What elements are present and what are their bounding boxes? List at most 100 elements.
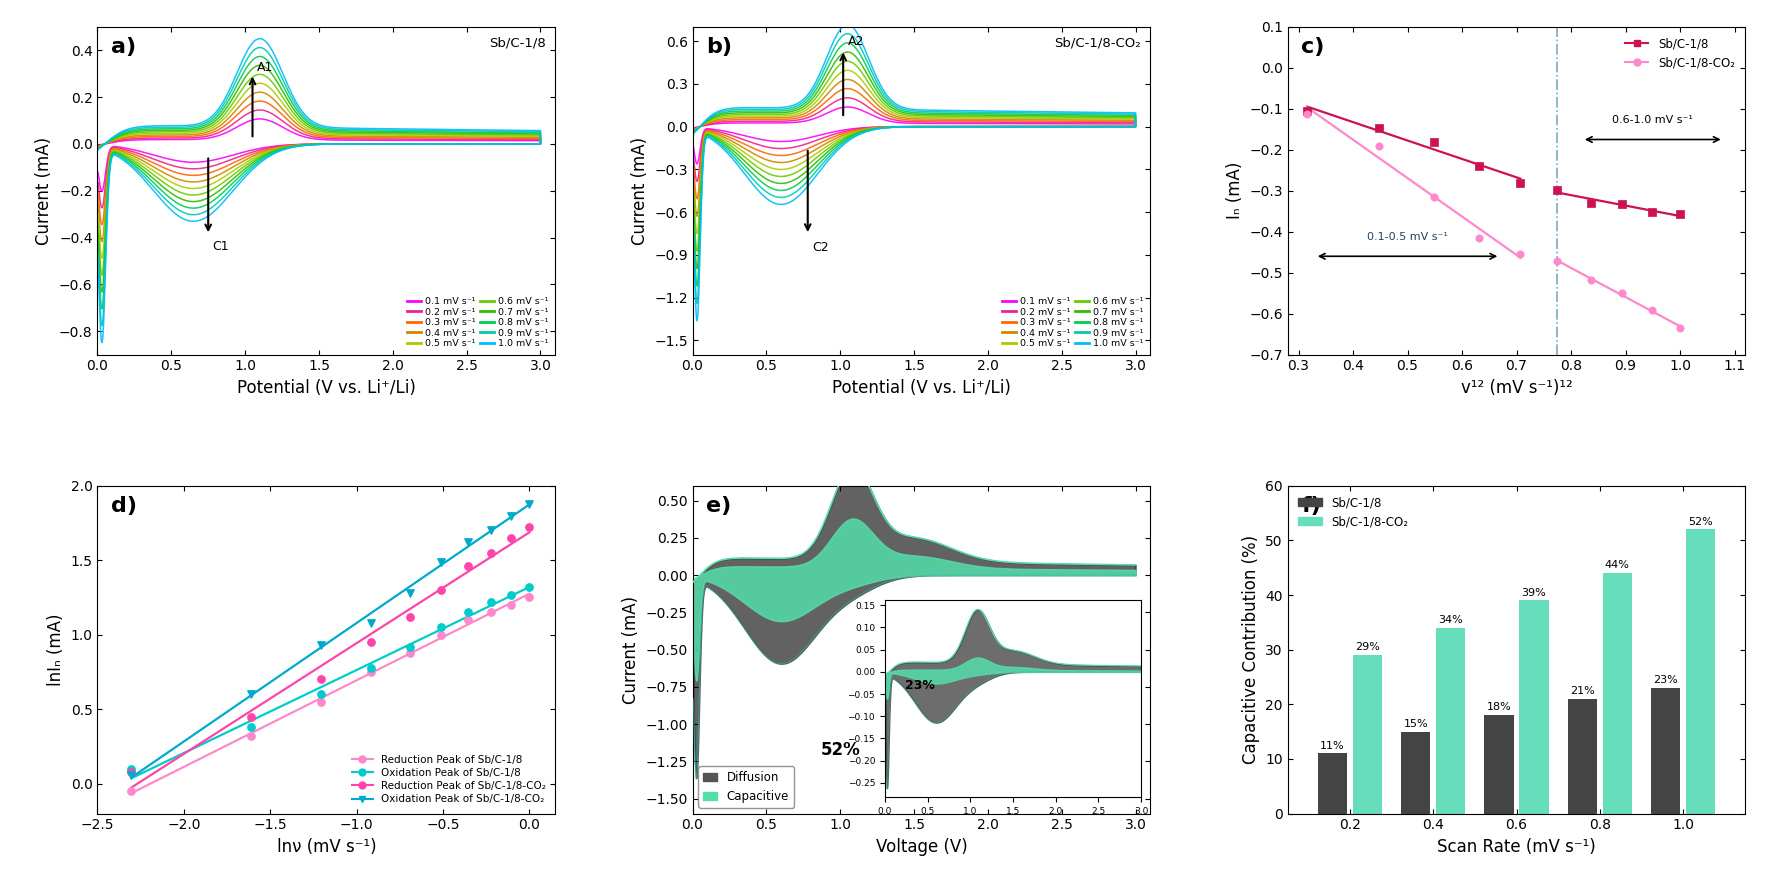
Point bbox=[1294, 104, 1322, 118]
Bar bbox=[1602, 573, 1632, 814]
X-axis label: Potential (V vs. Li⁺/Li): Potential (V vs. Li⁺/Li) bbox=[237, 379, 416, 397]
Point bbox=[1577, 196, 1605, 210]
Point bbox=[356, 635, 385, 649]
Text: 52%: 52% bbox=[820, 740, 861, 758]
Text: 18%: 18% bbox=[1487, 703, 1512, 713]
Bar bbox=[1485, 715, 1513, 814]
Point bbox=[1506, 247, 1535, 261]
Point bbox=[237, 710, 266, 724]
Point bbox=[454, 612, 482, 627]
Bar bbox=[1318, 754, 1347, 814]
Point bbox=[1419, 135, 1448, 149]
Text: C2: C2 bbox=[812, 240, 829, 254]
Legend: Sb/C-1/8, Sb/C-1/8-CO₂: Sb/C-1/8, Sb/C-1/8-CO₂ bbox=[1620, 33, 1740, 74]
Point bbox=[1543, 254, 1572, 268]
X-axis label: Scan Rate (mV s⁻¹): Scan Rate (mV s⁻¹) bbox=[1437, 838, 1597, 856]
Point bbox=[516, 580, 544, 595]
Bar bbox=[1354, 655, 1382, 814]
Point bbox=[395, 639, 424, 654]
Text: 29%: 29% bbox=[1356, 643, 1380, 653]
Text: 0.1-0.5 mV s⁻¹: 0.1-0.5 mV s⁻¹ bbox=[1368, 232, 1448, 242]
Text: a): a) bbox=[112, 37, 136, 56]
Point bbox=[1637, 205, 1666, 219]
Point bbox=[395, 586, 424, 600]
Point bbox=[307, 638, 335, 653]
Point bbox=[117, 762, 145, 776]
Legend: 0.1 mV s⁻¹, 0.2 mV s⁻¹, 0.3 mV s⁻¹, 0.4 mV s⁻¹, 0.5 mV s⁻¹, 0.6 mV s⁻¹, 0.7 mV s: 0.1 mV s⁻¹, 0.2 mV s⁻¹, 0.3 mV s⁻¹, 0.4 … bbox=[999, 295, 1146, 350]
Point bbox=[454, 536, 482, 550]
Point bbox=[1364, 122, 1393, 136]
Text: 15%: 15% bbox=[1403, 719, 1428, 729]
Text: 0.6-1.0 mV s⁻¹: 0.6-1.0 mV s⁻¹ bbox=[1613, 115, 1694, 125]
Text: 34%: 34% bbox=[1439, 615, 1464, 625]
Point bbox=[496, 598, 525, 612]
Text: 39%: 39% bbox=[1522, 587, 1547, 598]
Point bbox=[427, 620, 455, 635]
Point bbox=[1607, 286, 1636, 300]
Point bbox=[477, 595, 505, 609]
Point bbox=[356, 661, 385, 675]
Bar bbox=[1437, 628, 1465, 814]
Point bbox=[1465, 159, 1494, 173]
Y-axis label: Current (mA): Current (mA) bbox=[631, 137, 649, 245]
Text: C1: C1 bbox=[213, 240, 229, 253]
X-axis label: Voltage (V): Voltage (V) bbox=[875, 838, 968, 856]
Point bbox=[1419, 190, 1448, 204]
Point bbox=[1294, 106, 1322, 121]
Point bbox=[395, 645, 424, 660]
Point bbox=[237, 729, 266, 743]
Point bbox=[454, 559, 482, 573]
Y-axis label: lnIₙ (mA): lnIₙ (mA) bbox=[48, 613, 66, 686]
Point bbox=[516, 496, 544, 510]
Y-axis label: Current (mA): Current (mA) bbox=[35, 137, 53, 245]
Text: b): b) bbox=[707, 37, 732, 56]
Point bbox=[1607, 197, 1636, 211]
Point bbox=[307, 687, 335, 702]
Text: 52%: 52% bbox=[1689, 517, 1714, 527]
X-axis label: Potential (V vs. Li⁺/Li): Potential (V vs. Li⁺/Li) bbox=[833, 379, 1010, 397]
Point bbox=[356, 616, 385, 630]
Point bbox=[1465, 231, 1494, 245]
Bar bbox=[1402, 731, 1430, 814]
Bar bbox=[1652, 687, 1680, 814]
Point bbox=[427, 583, 455, 597]
Point bbox=[427, 554, 455, 569]
Bar bbox=[1685, 529, 1715, 814]
Point bbox=[477, 545, 505, 560]
Point bbox=[117, 764, 145, 779]
Point bbox=[1577, 273, 1605, 287]
Bar bbox=[1519, 601, 1549, 814]
Point bbox=[1543, 182, 1572, 197]
Point bbox=[1666, 321, 1694, 335]
Point bbox=[454, 605, 482, 620]
Point bbox=[1506, 175, 1535, 190]
Text: A1: A1 bbox=[257, 61, 273, 73]
Y-axis label: Current (mA): Current (mA) bbox=[622, 595, 640, 704]
Legend: Diffusion, Capacitive: Diffusion, Capacitive bbox=[698, 766, 794, 807]
Point bbox=[1666, 207, 1694, 222]
Point bbox=[395, 610, 424, 624]
Text: 11%: 11% bbox=[1320, 741, 1345, 751]
Text: f): f) bbox=[1301, 495, 1322, 516]
Point bbox=[237, 720, 266, 734]
Point bbox=[356, 665, 385, 679]
Y-axis label: Iₙ (mA): Iₙ (mA) bbox=[1226, 162, 1244, 219]
Point bbox=[307, 672, 335, 687]
Text: A2: A2 bbox=[847, 35, 865, 48]
Text: 44%: 44% bbox=[1605, 561, 1630, 570]
Point bbox=[237, 687, 266, 702]
X-axis label: lnν (mV s⁻¹): lnν (mV s⁻¹) bbox=[276, 838, 376, 856]
Point bbox=[307, 695, 335, 709]
Point bbox=[477, 523, 505, 537]
X-axis label: v¹² (mV s⁻¹)¹²: v¹² (mV s⁻¹)¹² bbox=[1460, 379, 1572, 397]
Y-axis label: Capacitive Contribution (%): Capacitive Contribution (%) bbox=[1242, 536, 1260, 764]
Point bbox=[516, 520, 544, 535]
Point bbox=[427, 628, 455, 642]
Text: 23%: 23% bbox=[1653, 675, 1678, 685]
Text: c): c) bbox=[1301, 37, 1325, 56]
Point bbox=[117, 784, 145, 798]
Point bbox=[1637, 303, 1666, 317]
Legend: Sb/C-1/8, Sb/C-1/8-CO₂: Sb/C-1/8, Sb/C-1/8-CO₂ bbox=[1294, 492, 1412, 533]
Legend: Reduction Peak of Sb/C-1/8, Oxidation Peak of Sb/C-1/8, Reduction Peak of Sb/C-1: Reduction Peak of Sb/C-1/8, Oxidation Pe… bbox=[347, 751, 549, 808]
Point bbox=[516, 590, 544, 604]
